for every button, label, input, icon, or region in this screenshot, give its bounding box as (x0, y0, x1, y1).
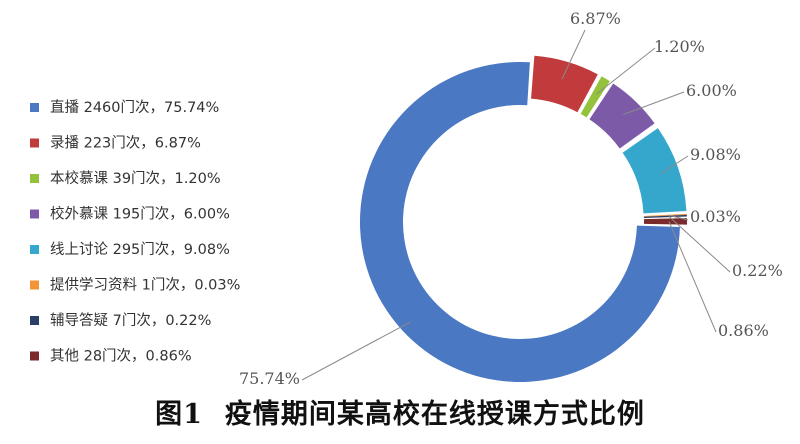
figure-caption: 图1 疫情期间某高校在线授课方式比例 (0, 392, 800, 431)
leader-line-6 (668, 216, 731, 273)
legend-swatch-1 (30, 138, 39, 148)
slice-label-3: 6.00% (686, 81, 737, 100)
legend: 直播 2460门次，75.74% 录播 223门次，6.87% 本校慕课 39门次，… (30, 99, 240, 365)
slice-3 (589, 83, 655, 149)
leader-lines (301, 29, 731, 381)
slice-2 (580, 76, 610, 118)
slice-label-5: 0.03% (690, 207, 741, 226)
leader-line-7 (668, 221, 717, 333)
leader-line-3 (623, 91, 685, 116)
legend-swatch-5 (30, 280, 39, 290)
slice-6 (643, 214, 687, 218)
slice-1 (531, 55, 598, 113)
legend-swatch-4 (30, 245, 39, 254)
leader-line-2 (596, 47, 656, 95)
slice-label-1: 6.87% (570, 9, 621, 28)
slice-labels: 6.87% 1.20% 6.00% 9.08% 0.03% 0.22% 0.86% 75.74… (239, 9, 783, 388)
figure-number: 图1 (155, 399, 203, 430)
figure-title: 疫情期间某高校在线授课方式比例 (224, 399, 645, 430)
legend-swatch-6 (30, 316, 39, 325)
slice-5 (643, 213, 687, 217)
leader-line-5 (668, 214, 689, 221)
legend-entry-3: 校外慕课 195门次，6.00% (50, 206, 230, 223)
leader-line-1 (561, 29, 586, 80)
legend-entry-2: 本校慕课 39门次，1.20% (50, 170, 221, 187)
slice-4 (622, 128, 687, 214)
legend-entry-1: 录播 223门次，6.87% (50, 135, 201, 152)
slice-label-4: 9.08% (690, 145, 741, 164)
legend-entry-7: 其他 28门次，0.86% (50, 348, 192, 365)
legend-entry-0: 直播 2460门次，75.74% (50, 99, 219, 116)
legend-swatch-3 (30, 209, 39, 219)
slice-7 (643, 218, 688, 225)
legend-swatch-2 (30, 174, 39, 183)
leader-line-0 (301, 321, 411, 381)
slice-label-7: 0.86% (718, 321, 769, 340)
legend-swatch-7 (30, 351, 39, 361)
slice-label-6: 0.22% (732, 261, 783, 280)
legend-swatch-0 (30, 103, 39, 112)
donut-slices (359, 55, 688, 383)
legend-entry-6: 辅导答疑 7门次，0.22% (50, 312, 211, 329)
slice-label-0: 75.74% (239, 369, 300, 388)
slice-label-2: 1.20% (654, 37, 705, 56)
leader-line-4 (660, 155, 689, 174)
legend-entry-5: 提供学习资料 1门次，0.03% (50, 277, 240, 294)
legend-entry-4: 线上讨论 295门次，9.08% (50, 241, 230, 258)
